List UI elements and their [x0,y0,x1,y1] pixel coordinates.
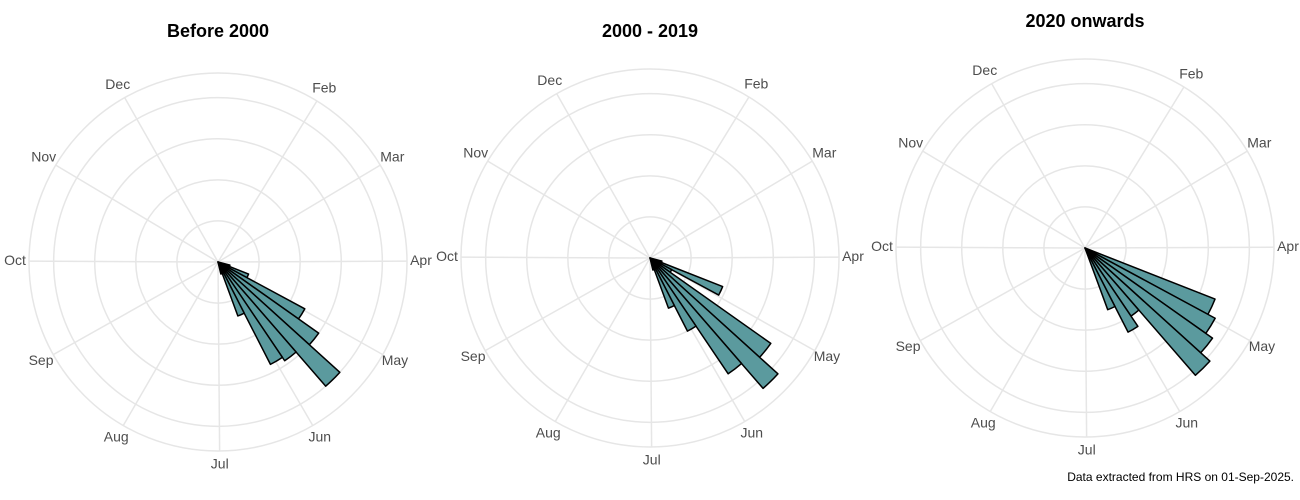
angle-tick-label: Mar [380,149,404,165]
bar [649,257,779,390]
angle-tick-label: Jun [1175,414,1198,430]
bar [217,261,284,366]
grid-spoke [217,100,318,263]
grid-spoke [1084,246,1275,249]
grid-circle [460,68,840,448]
angle-tick-label: Sep [29,352,54,368]
angle-tick-label: May [1249,338,1275,354]
bar [217,261,224,275]
grid-spoke [554,257,651,422]
grid-spoke [649,257,653,447]
grid-spoke [922,150,1086,249]
grid-circle [895,58,1275,438]
grid-spoke [895,246,1086,249]
grid-spoke [122,261,219,426]
angle-tick-label: Aug [971,414,996,430]
angle-tick-label: Jul [643,452,661,468]
grid-spoke [217,261,221,451]
angle-tick-label: Dec [972,62,997,78]
bar [649,257,697,332]
angle-tick-label: May [382,352,408,368]
panel: 2020 onwards Feb Mar Apr May Jun Jul Aug Sep Oct N… [871,11,1299,458]
bar [649,257,743,375]
grid-spoke [52,261,219,356]
grid-spoke [556,93,651,259]
bar [217,261,245,317]
bar [1084,247,1139,333]
angle-tick-label: Jun [308,428,331,444]
angle-tick-label: Oct [871,238,893,254]
angle-tick-label: Sep [896,338,921,354]
angle-tick-label: Jul [1078,442,1096,458]
grid-spoke [991,83,1086,249]
angle-tick-label: Jun [740,424,763,440]
grid-spoke [124,97,219,263]
bar [1084,247,1116,311]
angle-tick-label: Nov [31,149,56,165]
grid-spoke [55,164,219,263]
grid-spoke [460,256,651,259]
angle-tick-label: Nov [463,145,488,161]
angle-tick-label: Oct [4,252,26,268]
grid-spoke [487,160,651,259]
angle-tick-label: Aug [104,428,129,444]
angle-tick-label: Mar [1247,135,1271,151]
angle-tick-label: Apr [1277,238,1299,254]
bar [217,261,341,387]
angle-tick-label: Oct [436,248,458,264]
grid-spoke [1084,247,1088,437]
grid-spoke [649,96,750,259]
angle-tick-label: Apr [410,252,432,268]
grid-spoke [217,260,408,263]
grid-circle [28,72,408,452]
grid-spoke [1084,86,1185,249]
grid-spoke [989,247,1086,412]
panel: Before 2000 Feb Mar Apr May Jun Jul Aug Sep Oct No… [4,21,432,472]
angle-tick-label: Sep [461,348,486,364]
angle-tick-label: Feb [744,76,768,92]
caption: Data extracted from HRS on 01-Sep-2025. [1067,470,1294,484]
angle-tick-label: Feb [312,80,336,96]
grid-spoke [217,164,381,263]
panel-title: Before 2000 [167,21,269,41]
angle-tick-label: Aug [536,424,561,440]
grid-spoke [484,257,651,352]
grid-spoke [649,256,840,259]
grid-spoke [649,160,813,259]
angle-tick-label: Feb [1179,66,1203,82]
panel-title: 2000 - 2019 [602,21,698,41]
angle-tick-label: May [814,348,840,364]
panel: 2000 - 2019 Feb Mar Apr May Jun Jul Aug Sep Oct No… [436,21,864,468]
panel-title: 2020 onwards [1025,11,1144,31]
angle-tick-label: Dec [537,72,562,88]
bar [649,257,676,309]
angle-tick-label: Apr [842,248,864,264]
grid-spoke [1084,150,1248,249]
angle-tick-label: Jul [211,456,229,472]
bar [649,257,656,271]
bar [217,261,297,362]
angle-tick-label: Nov [898,135,923,151]
angle-tick-label: Dec [105,76,130,92]
angle-tick-label: Mar [812,145,836,161]
grid-spoke [28,260,219,263]
bar [1084,247,1211,377]
grid-spoke [919,247,1086,342]
